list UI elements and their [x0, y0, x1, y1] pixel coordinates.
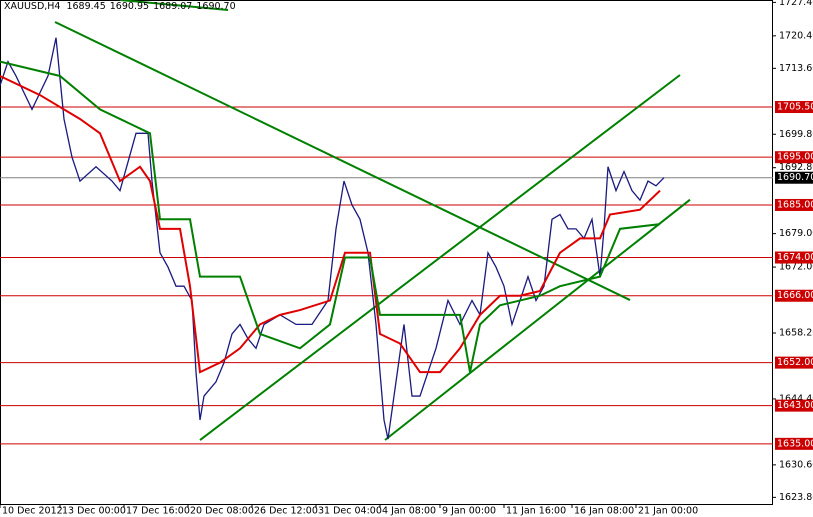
y-tick-label: 1713.60 [779, 63, 813, 74]
level-label: 1666.00 [777, 290, 813, 301]
x-tick-label: 16 Jan 08:00 [574, 506, 634, 517]
level-label: 1652.00 [777, 357, 813, 368]
x-tick-label: 4 Jan 08:00 [382, 506, 436, 517]
x-tick-label: 17 Dec 16:00 [126, 506, 190, 517]
high: 1690.95 [110, 1, 149, 12]
current-price-box [775, 171, 813, 184]
x-tick-label: 26 Dec 12:00 [254, 506, 318, 517]
symbol: XAUUSD,H4 [4, 1, 60, 12]
price-line [0, 60, 661, 373]
y-tick-label: 1644.40 [779, 393, 813, 404]
trend-line [54, 21, 631, 301]
price-line [0, 37, 665, 440]
plot-frame [0, 0, 773, 505]
trend-line [384, 198, 691, 441]
level-box [775, 437, 813, 450]
current-price-label: 1690.70 [777, 172, 813, 183]
level-label: 1685.00 [777, 199, 813, 210]
level-label: 1705.50 [777, 102, 813, 113]
x-tick-label: 31 Dec 04:00 [318, 506, 382, 517]
level-box [775, 399, 813, 412]
y-tick-label: 1623.80 [779, 492, 813, 503]
low: 1689.07 [153, 1, 192, 12]
x-tick-label: 20 Dec 08:00 [190, 506, 254, 517]
chart-header: XAUUSD,H4 1689.45 1690.95 1689.07 1690.70 [4, 1, 236, 12]
level-label: 1643.00 [777, 400, 813, 411]
y-tick-label: 1699.80 [779, 129, 813, 140]
level-box [775, 356, 813, 369]
level-label: 1695.00 [777, 152, 813, 163]
level-box [775, 289, 813, 302]
trend-line [199, 74, 681, 441]
x-tick-label: 11 Jan 16:00 [506, 506, 566, 517]
y-tick-label: 1672.00 [779, 262, 813, 273]
level-label: 1674.00 [777, 252, 813, 263]
y-tick-label: 1658.20 [779, 328, 813, 339]
x-tick-label: 10 Dec 2012 [2, 506, 63, 517]
level-box [775, 198, 813, 211]
x-tick-label: 13 Dec 00:00 [62, 506, 126, 517]
level-label: 1635.00 [777, 438, 813, 449]
x-tick-label: 21 Jan 00:00 [638, 506, 698, 517]
y-tick-label: 1630.60 [779, 459, 813, 470]
price-line [0, 75, 661, 374]
y-tick-label: 1727.40 [779, 0, 813, 8]
level-box [775, 101, 813, 114]
open: 1689.45 [66, 1, 105, 12]
y-tick-label: 1720.40 [779, 30, 813, 41]
trend-line [119, 0, 229, 12]
x-tick-label: 9 Jan 00:00 [442, 506, 496, 517]
level-box [775, 251, 813, 264]
level-box [775, 151, 813, 164]
y-tick-label: 1679.00 [779, 228, 813, 239]
close: 1690.70 [196, 1, 235, 12]
y-tick-label: 1692.80 [779, 162, 813, 173]
